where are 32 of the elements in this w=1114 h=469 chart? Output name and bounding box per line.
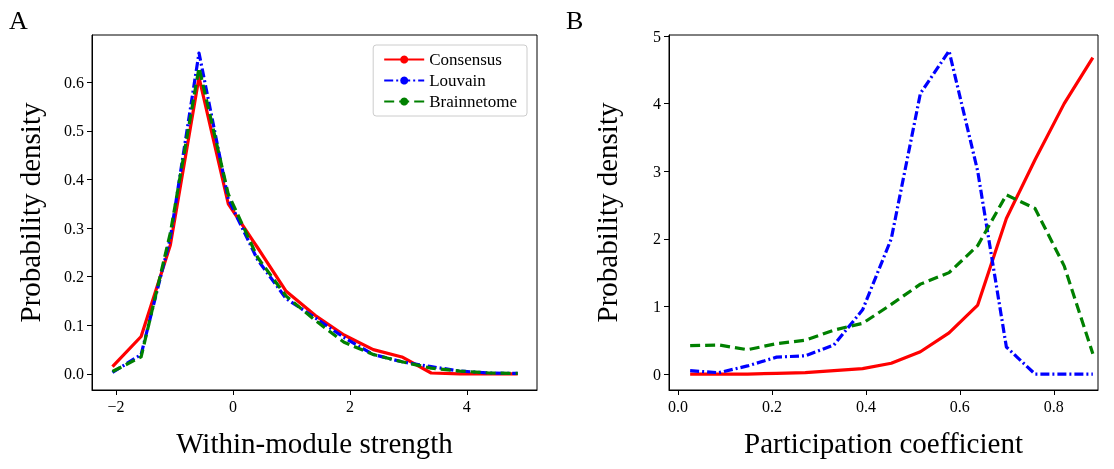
line-series bbox=[688, 193, 1095, 356]
y-axis-title: Probability density bbox=[13, 102, 46, 323]
x-tick-label: 0.6 bbox=[949, 397, 970, 415]
y-tick-label: 3 bbox=[653, 162, 661, 180]
x-tick-label: 0.4 bbox=[855, 397, 876, 415]
x-tick-label: 2 bbox=[345, 397, 354, 415]
x-axis-title: Within-module strength bbox=[176, 426, 454, 459]
y-tick-label: 2 bbox=[653, 230, 661, 248]
x-tick-label: 0 bbox=[228, 397, 237, 415]
legend-label: Consensus bbox=[429, 50, 502, 69]
y-axis-title: Probability density bbox=[590, 102, 623, 323]
x-axis-title: Participation coefficient bbox=[744, 426, 1023, 459]
y-tick-label: 4 bbox=[653, 95, 661, 113]
y-tick-label: 0.1 bbox=[64, 316, 84, 334]
y-tick-label: 0.3 bbox=[64, 219, 84, 237]
chart-title: A bbox=[9, 5, 28, 35]
chart-title: B bbox=[566, 5, 584, 35]
y-tick-label: 1 bbox=[653, 297, 661, 315]
legend-label: Louvain bbox=[429, 71, 487, 90]
x-tick-label: 4 bbox=[462, 397, 471, 415]
legend-label: Brainnetome bbox=[429, 92, 518, 111]
y-tick-label: 0.4 bbox=[64, 170, 84, 188]
x-tick-label: 0.8 bbox=[1043, 397, 1064, 415]
x-tick-label: 0.2 bbox=[761, 397, 782, 415]
y-tick-label: 0.2 bbox=[64, 268, 84, 286]
y-tick-label: 0 bbox=[653, 365, 661, 383]
y-tick-label: 0.5 bbox=[64, 122, 84, 140]
x-tick-label: 0.0 bbox=[667, 397, 688, 415]
x-tick-label: −2 bbox=[107, 397, 125, 415]
y-tick-label: 0.6 bbox=[64, 73, 84, 91]
y-tick-label: 0.0 bbox=[64, 365, 84, 383]
y-tick-label: 5 bbox=[653, 27, 661, 45]
